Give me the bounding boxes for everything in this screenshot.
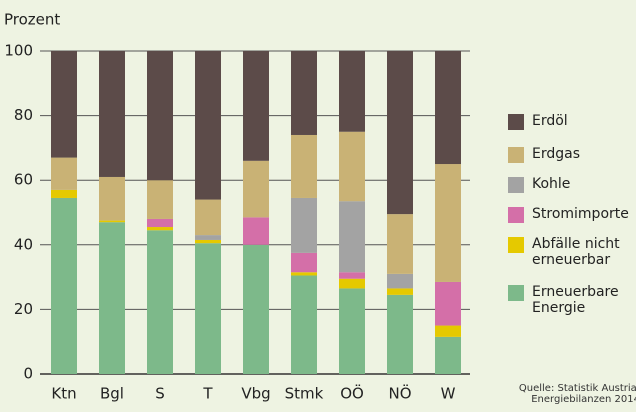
bar-segment (147, 180, 173, 219)
bar-segment (387, 288, 413, 295)
bar-segment (387, 273, 413, 289)
bar-segment (339, 51, 365, 132)
bar-segment (291, 252, 317, 273)
legend-item: Kohle (508, 176, 636, 193)
legend-item: Abfälle nicht erneuerbar (508, 236, 636, 268)
legend-swatch (508, 177, 524, 193)
bar-segment (339, 131, 365, 202)
bar-segment (99, 222, 125, 374)
bar-segment (147, 227, 173, 231)
bar-segment (195, 243, 221, 374)
bar-segment (195, 51, 221, 200)
bar-segment (291, 272, 317, 276)
legend-swatch (508, 207, 524, 223)
bar-segment (243, 51, 269, 161)
bar-segment (339, 272, 365, 279)
bar-segment (147, 218, 173, 228)
bar-segment (387, 294, 413, 374)
bar-segment (387, 51, 413, 215)
x-tick-label: NÖ (388, 384, 411, 403)
x-tick-label: Vbg (241, 385, 270, 403)
x-tick-label: Stmk (285, 385, 324, 403)
bar-segment (99, 51, 125, 177)
y-tick-label: 80 (14, 106, 33, 124)
legend-swatch (508, 285, 524, 301)
bar-segment (435, 336, 461, 374)
bar-segment (195, 239, 221, 244)
bar-segment (243, 217, 269, 245)
bar-segment (435, 51, 461, 165)
legend-item: Stromimporte (508, 206, 636, 223)
bar-segment (291, 134, 317, 198)
x-tick-label: S (155, 385, 165, 403)
legend-label: Abfälle nicht erneuerbar (532, 236, 620, 268)
y-axis-label: Prozent (4, 11, 60, 29)
x-tick-label: Ktn (51, 385, 76, 403)
legend-swatch (508, 114, 524, 130)
legend-label: Erdöl (532, 113, 568, 129)
y-tick-label: 0 (23, 365, 33, 383)
bar-segment (243, 244, 269, 374)
legend-label: Kohle (532, 176, 571, 192)
bar-segment (51, 51, 77, 158)
source-note: Quelle: Statistik Austria, (518, 383, 636, 394)
legend-item: Erdöl (508, 113, 636, 130)
legend-label: Stromimporte (532, 206, 629, 222)
legend-item: Erneuerbare Energie (508, 284, 636, 316)
bar-segment (99, 176, 125, 221)
bar-segment (99, 220, 125, 223)
bar-segment (147, 230, 173, 374)
x-tick-label: OÖ (340, 384, 364, 403)
bar-segment (51, 197, 77, 374)
y-tick-label: 20 (14, 300, 33, 318)
legend-item: Erdgas (508, 146, 636, 163)
bar-segment (387, 214, 413, 274)
y-tick-label: 40 (14, 235, 33, 253)
bar-segment (291, 197, 317, 253)
bar-segment (51, 189, 77, 198)
bar-segment (291, 275, 317, 374)
bar-segment (195, 199, 221, 236)
bar-segment (435, 325, 461, 337)
y-tick-label: 60 (14, 171, 33, 189)
bar-segment (435, 281, 461, 326)
x-tick-label: Bgl (100, 385, 124, 403)
bar-segment (339, 201, 365, 273)
source-note: Energiebilanzen 2014 (531, 394, 636, 405)
bar-segment (339, 278, 365, 289)
bar-segment (291, 51, 317, 135)
bar-segment (339, 288, 365, 374)
bar-segment (51, 157, 77, 190)
bar-segment (147, 51, 173, 181)
bar-segment (435, 164, 461, 282)
x-tick-label: T (202, 385, 213, 403)
legend-swatch (508, 147, 524, 163)
legend-label: Erdgas (532, 146, 581, 162)
legend-swatch (508, 237, 524, 253)
bar-segment (243, 160, 269, 218)
y-tick-label: 100 (4, 42, 33, 60)
legend-label: Erneuerbare Energie (532, 284, 619, 316)
bar-segment (195, 235, 221, 240)
x-tick-label: W (441, 385, 456, 403)
